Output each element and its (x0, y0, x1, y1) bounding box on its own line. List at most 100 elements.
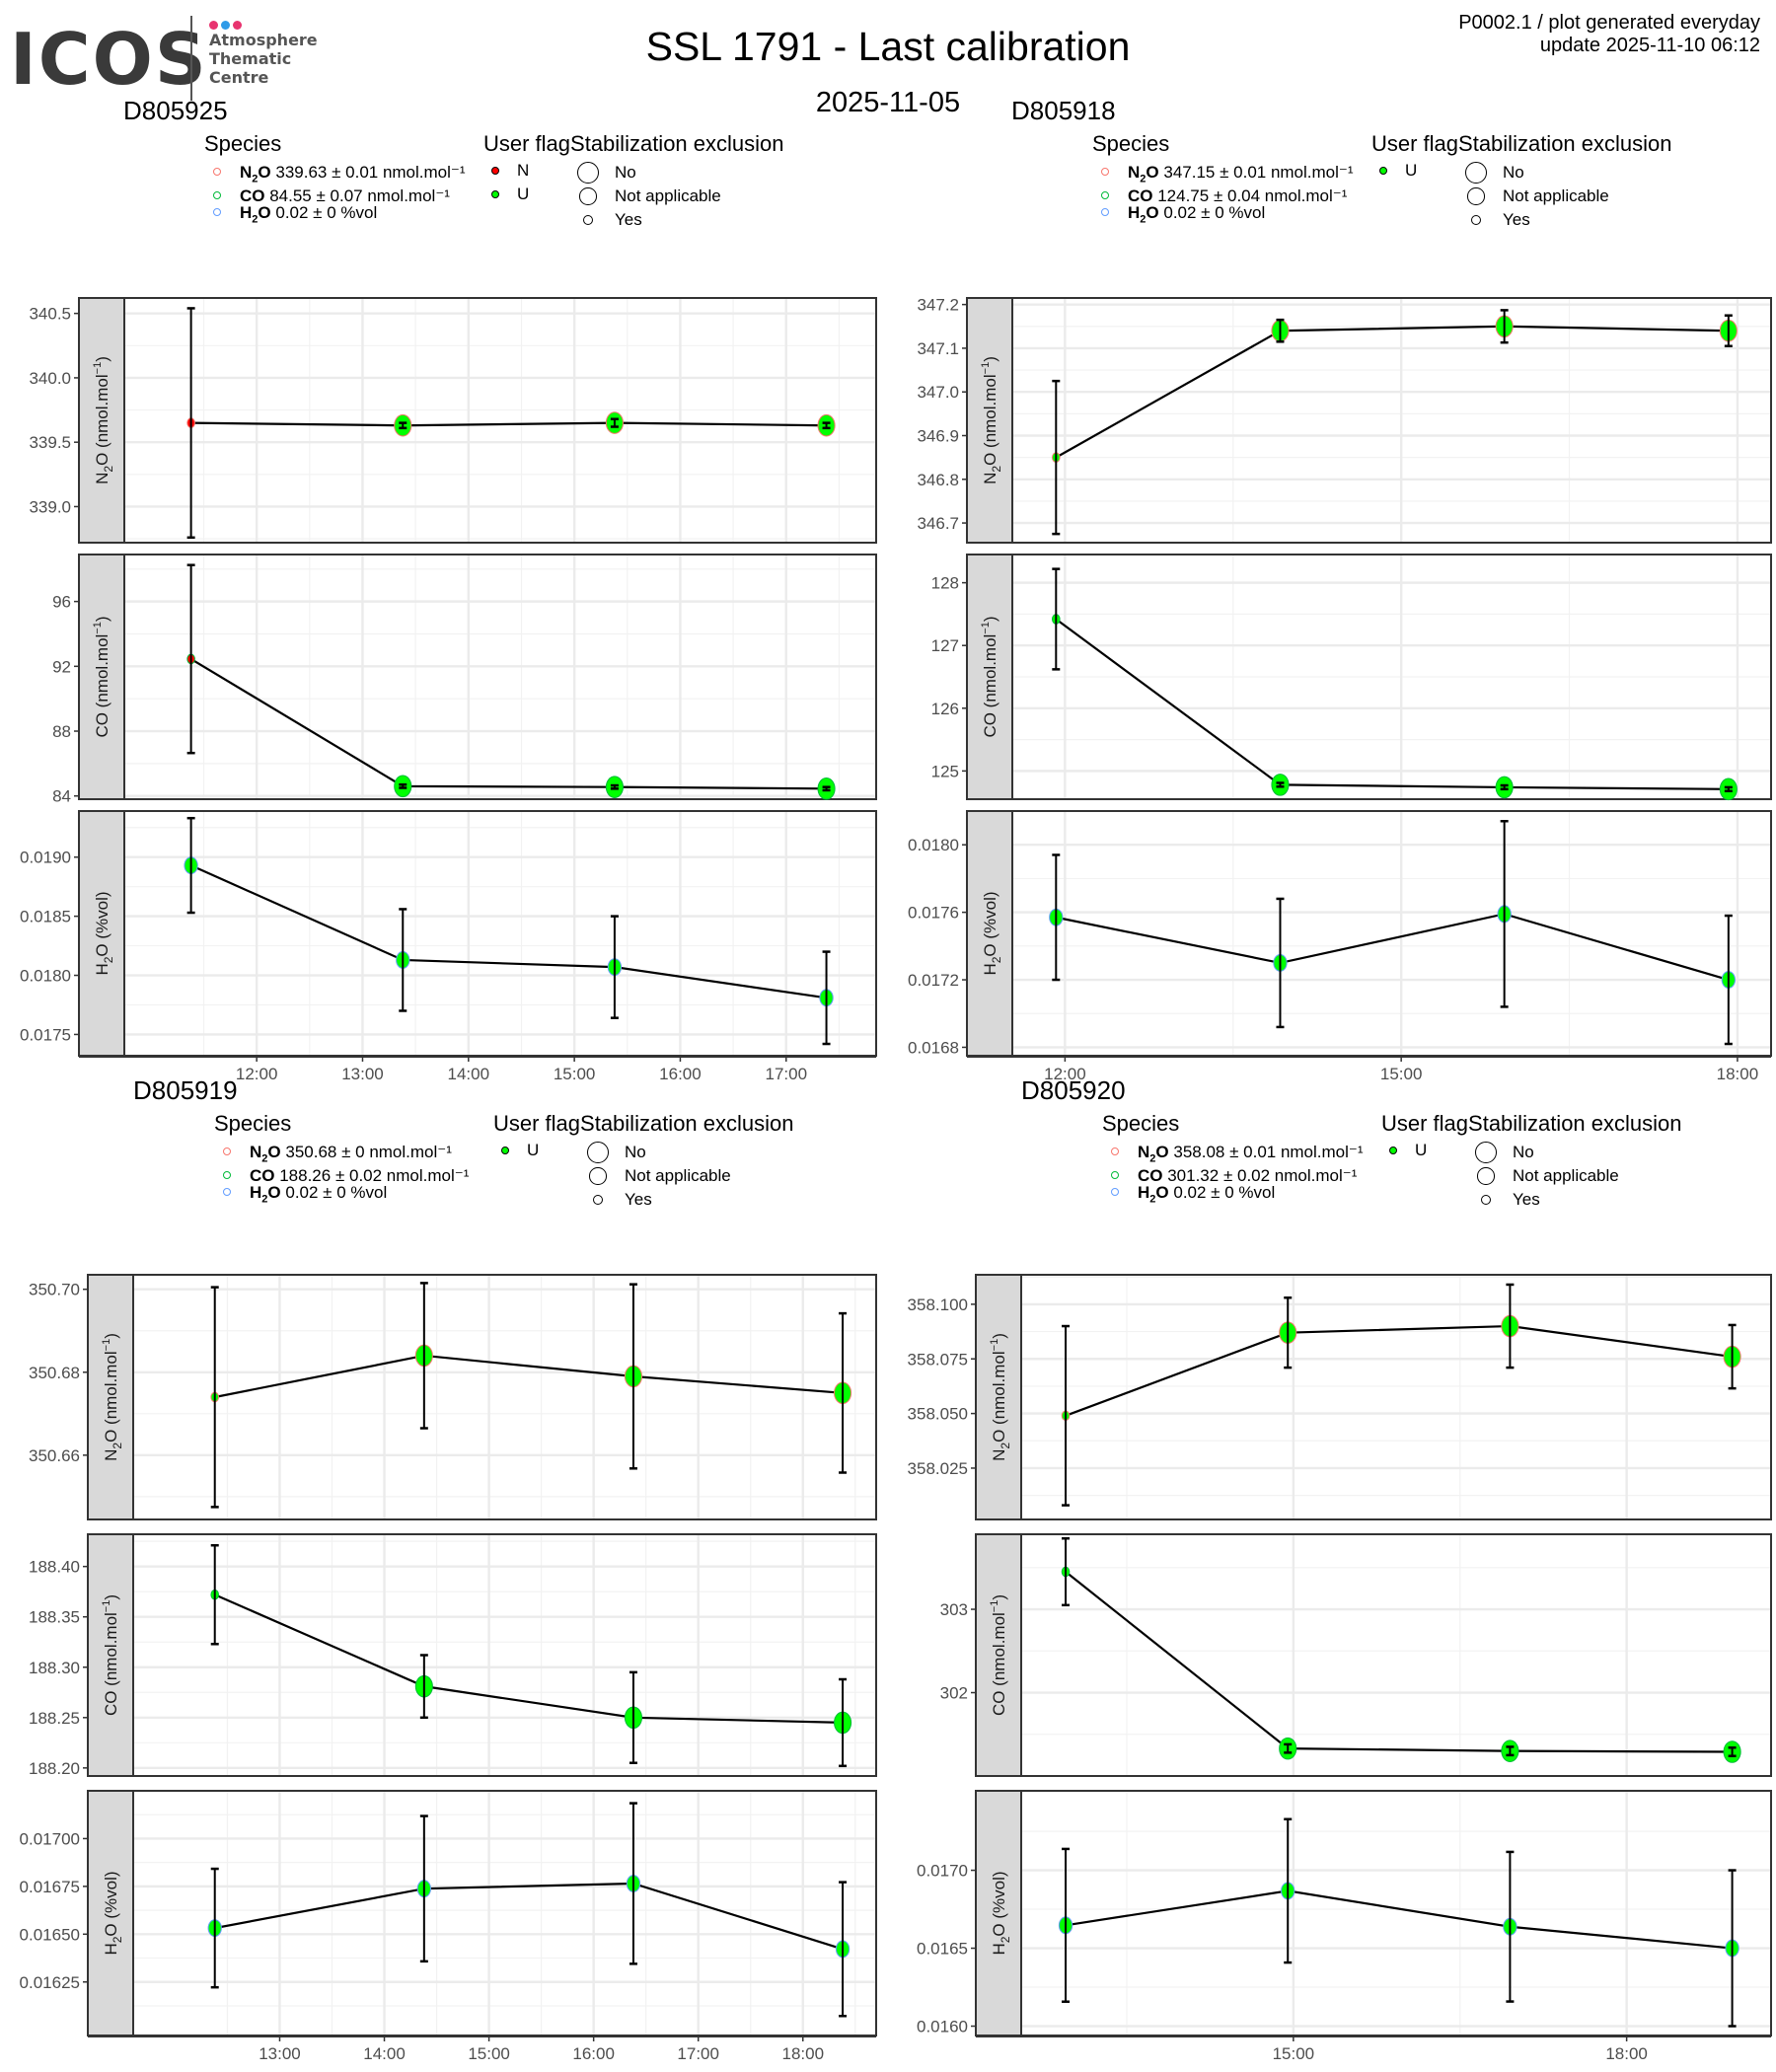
y-tick-label: 339.0 (29, 497, 71, 516)
legend-flag-dot-icon (491, 190, 499, 198)
legend-stab-circle-icon (1474, 1141, 1498, 1164)
label-part: (nmol.mol (93, 374, 111, 448)
series-line (214, 1882, 844, 1951)
x-tick-label: 12:00 (1044, 1065, 1086, 1083)
label-part: ) (990, 1594, 1008, 1600)
legend-species-item: CO 84.55 ± 0.07 nmol.mol⁻¹ (240, 186, 450, 206)
label-sub: 2 (999, 1443, 1012, 1449)
panel-title: D805919 (133, 1075, 238, 1105)
x-tick-label: 12:00 (236, 1065, 278, 1083)
y-tick-label: 340.0 (29, 369, 71, 388)
label-part: O (990, 1919, 1008, 1937)
facet-strip-label: CO (nmol.mol−1) (92, 616, 111, 737)
y-tick-label: 358.050 (908, 1405, 968, 1424)
legend-stab-item: Yes (1513, 1190, 1540, 1209)
plot-border (1011, 554, 1772, 800)
plot-background (1021, 1534, 1771, 1776)
x-tick-label: 18:00 (1605, 2044, 1648, 2063)
species-value: 347.15 ± 0.01 nmol.mol⁻¹ (1158, 163, 1354, 182)
series-line (190, 864, 827, 999)
label-part: ) (93, 356, 111, 362)
y-tick-label: 350.66 (29, 1446, 80, 1465)
plot-background (133, 1791, 876, 2035)
legend-species-item: H2O 0.02 ± 0 %vol (250, 1183, 387, 1205)
x-tick-label: 15:00 (468, 2044, 510, 2063)
legend-species-symbol-icon (1101, 208, 1109, 216)
y-tick-label: 84 (52, 787, 71, 806)
y-tick-label: 358.025 (908, 1459, 968, 1478)
legend-species-symbol-icon (223, 1147, 231, 1155)
series-line (1065, 1889, 1733, 1950)
legend-stab-item: No (1503, 163, 1524, 182)
y-tick-label: 346.7 (917, 514, 959, 533)
facet-1: CO (nmol.mol−1) 302 303 (940, 1533, 1772, 1777)
panel-title: D805920 (1021, 1075, 1126, 1105)
legend-stab-circle-icon (593, 1195, 603, 1205)
series-line (1065, 1324, 1733, 1417)
legend-species-symbol-icon (213, 168, 221, 176)
facet-0: N2O (nmol.mol−1) 350.66 350.68 350.70 (29, 1274, 877, 1520)
y-tick-label: 0.01700 (20, 1829, 80, 1848)
label-sub: 2 (111, 1936, 124, 1943)
page-subtitle-date: 2025-11-05 (815, 87, 961, 118)
label-part: O (990, 1425, 1008, 1443)
plot-background (124, 811, 876, 1056)
facet-2: H2O (%vol) 0.0168 0.0172 0.0176 0.0180 (908, 810, 1772, 1057)
x-tick-label: 17:00 (677, 2044, 719, 2063)
x-tick-label: 15:00 (1273, 2044, 1315, 2063)
y-tick-label: 0.0175 (20, 1025, 71, 1044)
label-part: O (981, 448, 999, 466)
species-value: 301.32 ± 0.02 nmol.mol⁻¹ (1162, 1166, 1358, 1185)
label-part: (%vol) (981, 891, 999, 938)
plot-border (123, 297, 877, 544)
series-line (214, 1593, 844, 1724)
facet-2: H2O (%vol) 0.01625 0.01650 0.01675 0.01700 (20, 1790, 877, 2036)
facet-2: H2O (%vol) 0.0160 0.0165 0.0170 (917, 1790, 1772, 2036)
chart-panel-D805918: N2O (nmol.mol−1)346.7346.8346.9347.0347.… (908, 296, 1772, 1083)
y-tick-label: 188.40 (29, 1558, 80, 1577)
label-part: (nmol.mol (981, 634, 999, 708)
species-name: CO (1128, 186, 1153, 205)
label-part: H (102, 1943, 120, 1955)
label-part: CO (990, 1686, 1008, 1716)
label-sup: −1 (101, 1600, 112, 1613)
species-value: 358.08 ± 0.01 nmol.mol⁻¹ (1168, 1143, 1364, 1161)
plot-background (133, 1275, 876, 1519)
plot-background (124, 555, 876, 799)
label-part: (nmol.mol (102, 1351, 120, 1425)
legend-flag-title: User flagStabilization exclusion (1371, 131, 1672, 156)
label-part: (nmol.mol (981, 374, 999, 448)
legend-species-item: N2O 339.63 ± 0.01 nmol.mol⁻¹ (240, 163, 466, 185)
species-value: 350.68 ± 0 nmol.mol⁻¹ (280, 1143, 452, 1161)
x-tick-label: 14:00 (448, 1065, 490, 1083)
legend-stab-item: Not applicable (615, 186, 721, 205)
label-part: ) (93, 616, 111, 622)
facet-strip (966, 810, 1013, 1057)
series-line (1055, 618, 1729, 790)
page-title: SSL 1791 - Last calibration (645, 24, 1131, 69)
species-name: H2O (240, 203, 271, 226)
label-part: (nmol.mol (102, 1612, 120, 1686)
legend-flag-item: N (517, 161, 530, 180)
species-value: 188.26 ± 0.02 nmol.mol⁻¹ (274, 1166, 470, 1185)
legend-species-item: CO 301.32 ± 0.02 nmol.mol⁻¹ (1138, 1166, 1357, 1186)
label-part: (%vol) (102, 1871, 120, 1918)
species-value: 0.02 ± 0 %vol (1168, 1183, 1276, 1202)
y-tick-label: 0.0180 (908, 836, 959, 854)
facet-1: CO (nmol.mol−1) 125 126 127 128 (931, 554, 1772, 801)
legend-stab-circle-icon (1471, 215, 1481, 225)
plot-border (123, 554, 877, 800)
legend-stab-circle-icon (586, 1141, 610, 1164)
label-part: N (93, 473, 111, 484)
legend-species-title: Species (204, 131, 282, 156)
plot-border (1011, 297, 1772, 544)
species-value: 339.63 ± 0.01 nmol.mol⁻¹ (270, 163, 466, 182)
facet-strip-label: N2O (nmol.mol−1) (980, 356, 1003, 484)
update-timestamp: update 2025-11-10 06:12 (1539, 35, 1760, 56)
legend-stab-circle-icon (589, 1167, 607, 1185)
series-line (1055, 325, 1729, 459)
legend-stab-item: Yes (625, 1190, 652, 1209)
legend-species-item: H2O 0.02 ± 0 %vol (1128, 203, 1265, 225)
species-name: N2O (240, 163, 271, 185)
